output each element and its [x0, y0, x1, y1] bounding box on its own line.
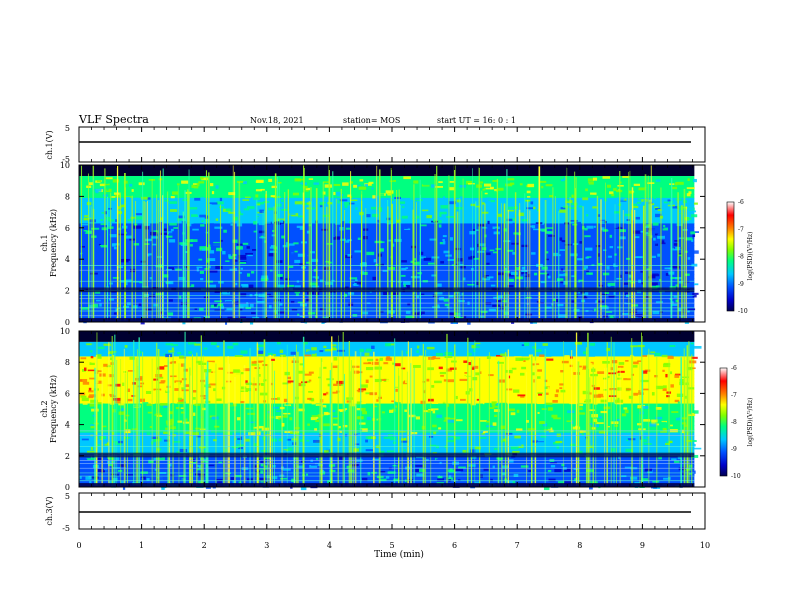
ch3-voltage-panel: ch.3(V) 5 -5: [45, 492, 706, 533]
time-tick-label: 1: [139, 541, 144, 550]
frequency-tick-label: 6: [65, 224, 70, 233]
time-tick-label: 5: [389, 541, 394, 550]
time-tick-label: 10: [700, 541, 710, 550]
ch1-colorbar-label: log(PSD)(V²/Hz): [747, 232, 754, 281]
ch1-voltage-ytick-top: 5: [65, 124, 70, 133]
ch1-spectrum-label: ch.1: [40, 234, 49, 251]
time-axis-label: Time (min): [374, 549, 424, 560]
frequency-tick-label: 4: [65, 255, 70, 264]
time-tick-label: 7: [515, 541, 520, 550]
frequency-tick-label: 2: [65, 452, 70, 461]
colorbar-tick-label: -9: [731, 446, 737, 453]
colorbar-tick-label: -7: [731, 392, 737, 399]
ch2-spectrum-panel: ch.2 Frequency (kHz) 0 2 4 6 8 10: [40, 327, 706, 492]
frequency-tick-label: 4: [65, 421, 70, 430]
time-axis: 0 1 2 3 4 5 6 7 8 9 10: [76, 127, 710, 550]
time-tick-label: 9: [640, 541, 645, 550]
colorbar-tick-label: -6: [731, 365, 737, 372]
frequency-tick-label: 10: [60, 327, 70, 336]
ch2-colorbar-label: log(PSD)(V²/Hz): [747, 398, 754, 447]
ch1-frequency-axis-label: Frequency (kHz): [49, 209, 58, 277]
ch3-voltage-ytick-bottom: -5: [62, 524, 70, 533]
time-tick-label: 3: [264, 541, 269, 550]
ch1-spectrum-panel: ch.1 Frequency (kHz) 0 2 4 6 8 10: [40, 161, 706, 327]
colorbar-tick-label: -10: [731, 473, 741, 480]
frequency-tick-label: 0: [65, 318, 70, 327]
ch1-voltage-label: ch.1(V): [45, 130, 54, 159]
time-tick-label: 6: [452, 541, 457, 550]
start-time-label: start UT = 16: 0 : 1: [437, 116, 516, 125]
figure-title: VLF Spectra: [78, 113, 149, 126]
ch2-spectrogram: [78, 331, 702, 491]
colorbar-tick-label: -7: [738, 226, 744, 233]
ch1-spectrogram: [79, 165, 700, 325]
frequency-tick-label: 10: [60, 161, 70, 170]
ch1-colorbar: -6 -7 -8 -9 -10 log(PSD)(V²/Hz): [726, 199, 754, 315]
time-tick-label: 8: [577, 541, 582, 550]
ch3-voltage-ytick-top: 5: [65, 492, 70, 501]
colorbar-tick-label: -8: [731, 419, 737, 426]
frequency-tick-label: 6: [65, 389, 70, 398]
ch2-colorbar: -6 -7 -8 -9 -10 log(PSD)(V²/Hz): [719, 365, 754, 480]
colorbar-tick-label: -9: [738, 281, 744, 288]
ch1-voltage-ytick-bottom: -5: [62, 155, 70, 164]
frequency-tick-label: 0: [65, 483, 70, 492]
time-tick-label: 0: [76, 541, 81, 550]
frequency-tick-label: 8: [65, 358, 70, 367]
colorbar-tick-label: -10: [738, 308, 748, 315]
station-label: station= MOS: [343, 116, 400, 125]
date-label: Nov.18, 2021: [250, 116, 304, 125]
time-tick-label: 4: [327, 541, 332, 550]
ch2-spectrum-label: ch.2: [40, 400, 49, 417]
ch2-frequency-axis-label: Frequency (kHz): [49, 375, 58, 443]
time-tick-label: 2: [202, 541, 207, 550]
frequency-tick-label: 8: [65, 192, 70, 201]
frequency-tick-label: 2: [65, 287, 70, 296]
ch3-voltage-label: ch.3(V): [45, 496, 54, 525]
colorbar-tick-label: -8: [738, 254, 744, 261]
colorbar-tick-label: -6: [738, 199, 744, 206]
ch1-voltage-panel: ch.1(V) 5 -5: [45, 124, 706, 164]
